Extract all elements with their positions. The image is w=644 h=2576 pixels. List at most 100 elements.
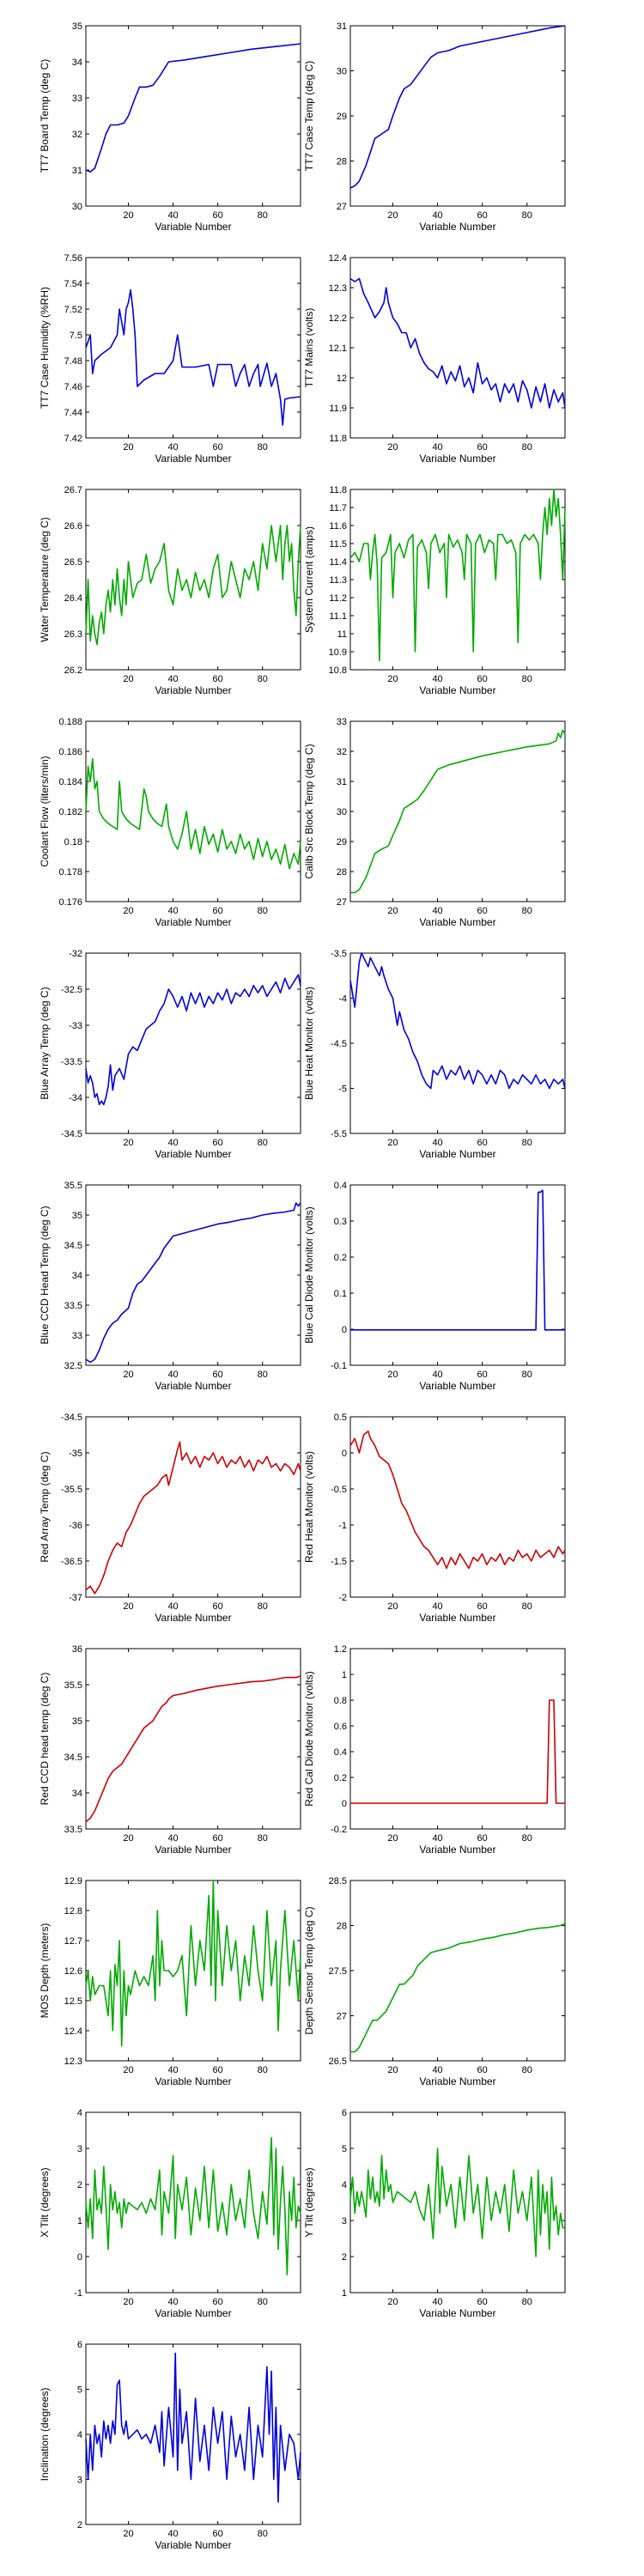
y-tick-label: 7.46	[64, 382, 82, 392]
y-tick-label: 0.2	[334, 1773, 347, 1783]
x-axis-label: Variable Number	[155, 684, 231, 696]
y-tick-label: 12.8	[64, 1906, 82, 1917]
y-axis-label: Blue CCD Head Temp (deg C)	[39, 1206, 51, 1344]
x-tick-label: 20	[123, 2065, 133, 2075]
y-tick-label: 27	[337, 2012, 347, 2022]
x-tick-label: 40	[432, 1601, 442, 1612]
y-tick-label: 11.9	[329, 404, 347, 414]
y-tick-label: 3	[342, 2216, 347, 2227]
plot-frame	[349, 25, 566, 207]
series-line	[85, 1202, 301, 1364]
x-tick-label: 80	[522, 2065, 532, 2075]
y-tick-label: -33	[69, 1021, 82, 1031]
series-line	[349, 25, 566, 189]
y-tick-label: 26.2	[64, 665, 82, 676]
chart-panel: 20 40 60 80 -37 -36.5 -36 -35.5 -35 -34.5 Variable…	[39, 1413, 301, 1624]
y-tick-label: 30	[337, 67, 347, 77]
x-tick-label: 60	[213, 674, 223, 684]
y-tick-label: 27	[337, 202, 347, 212]
y-tick-label: 4	[342, 2180, 347, 2190]
y-tick-label: 0	[77, 2252, 82, 2263]
y-tick-label: 28.5	[329, 1876, 347, 1886]
chart-panel: 20 40 60 80 11.8 11.9 12 12.1 12.2 12.3 12.4 Variab…	[303, 253, 566, 465]
y-tick-label: -5	[338, 1084, 347, 1095]
x-tick-label: 40	[167, 210, 178, 221]
series-line	[85, 289, 301, 426]
y-tick-label: -35	[69, 1449, 82, 1459]
x-tick-label: 20	[123, 674, 133, 684]
y-tick-label: -34.5	[61, 1129, 82, 1139]
y-tick-label: 26.3	[64, 629, 82, 640]
y-tick-label: 7.42	[64, 434, 82, 444]
plot-frame	[85, 1184, 301, 1366]
chart-panel: 20 40 60 80 -1 0 1 2 3 4 Variable Number X Tilt (de…	[39, 2108, 301, 2319]
y-tick-label: 12.6	[64, 1966, 82, 1977]
y-axis-label: X Tilt (degrees)	[39, 2167, 51, 2237]
x-tick-label: 80	[258, 2529, 268, 2539]
x-axis-label: Variable Number	[155, 453, 231, 465]
y-tick-label: 0.176	[58, 897, 82, 908]
x-axis-label: Variable Number	[419, 453, 495, 465]
y-tick-label: 30	[72, 202, 82, 212]
y-tick-label: 33	[72, 94, 82, 104]
x-tick-label: 20	[387, 906, 398, 916]
y-tick-label: 0	[342, 1449, 347, 1459]
series-line	[85, 1880, 301, 2047]
y-tick-label: 5	[342, 2144, 347, 2154]
y-tick-label: 1	[77, 2216, 82, 2227]
y-tick-label: -34	[69, 1093, 82, 1103]
x-tick-label: 20	[387, 2065, 398, 2075]
x-tick-label: 40	[167, 1833, 178, 1844]
y-tick-label: 2	[77, 2520, 82, 2530]
series-line	[349, 2148, 565, 2257]
x-tick-label: 80	[258, 906, 268, 916]
plot-frame	[85, 489, 301, 671]
x-tick-label: 40	[432, 674, 442, 684]
y-tick-label: -1	[338, 1521, 347, 1531]
y-tick-label: -32	[69, 949, 82, 959]
y-tick-label: 1	[342, 1670, 347, 1680]
y-tick-label: 33	[337, 717, 347, 727]
x-axis-label: Variable Number	[419, 1380, 495, 1392]
chart-panel: 20 40 60 80 30 31 32 33 34 35 Variable Number TT7 B…	[39, 21, 301, 233]
x-tick-label: 20	[123, 1601, 133, 1612]
y-tick-label: 6	[77, 2340, 82, 2350]
x-tick-label: 60	[477, 210, 488, 221]
y-axis-label: TT7 Case Humidity (%RH)	[39, 287, 51, 409]
y-tick-label: 0.2	[334, 1253, 347, 1263]
y-axis-label: Blue Array Temp (deg C)	[39, 987, 51, 1099]
y-tick-label: -36	[69, 1521, 82, 1531]
x-tick-label: 60	[213, 1138, 223, 1148]
x-tick-label: 80	[258, 1138, 268, 1148]
y-tick-label: 0.186	[58, 747, 82, 757]
x-tick-label: 80	[522, 1833, 532, 1844]
plot-frame	[349, 1184, 566, 1366]
x-tick-label: 20	[387, 1138, 398, 1148]
chart-panel: 20 40 60 80 -5.5 -5 -4.5 -4 -3.5 Variable Number B…	[303, 949, 566, 1160]
x-axis-label: Variable Number	[155, 1844, 231, 1856]
x-tick-label: 80	[258, 210, 268, 221]
x-tick-label: 20	[123, 1370, 133, 1380]
y-tick-label: -33.5	[61, 1057, 82, 1067]
y-axis-label: TT7 Mains (volts)	[303, 308, 315, 388]
y-tick-label: 0.188	[58, 717, 82, 727]
y-tick-label: 7.54	[64, 279, 82, 289]
y-tick-label: 7.48	[64, 356, 82, 367]
series-line	[349, 1431, 566, 1570]
y-tick-label: 34.5	[64, 1241, 82, 1251]
y-tick-label: 35	[72, 1211, 82, 1221]
y-tick-label: 12.1	[329, 343, 347, 354]
chart-panel: 20 40 60 80 -34.5 -34 -33.5 -33 -32.5 -32 Variable…	[39, 949, 301, 1160]
y-tick-label: 7.56	[64, 253, 82, 264]
y-tick-label: 35	[72, 1716, 82, 1727]
y-tick-label: 36	[72, 1644, 82, 1655]
x-tick-label: 40	[432, 1138, 442, 1148]
y-tick-label: 0.182	[58, 807, 82, 817]
x-axis-label: Variable Number	[419, 1844, 495, 1856]
series-line	[349, 952, 566, 1090]
y-tick-label: -1	[74, 2288, 82, 2299]
y-axis-label: Blue Heat Monitor (volts)	[303, 987, 315, 1100]
x-tick-label: 40	[432, 906, 442, 916]
y-tick-label: -36.5	[61, 1557, 82, 1567]
